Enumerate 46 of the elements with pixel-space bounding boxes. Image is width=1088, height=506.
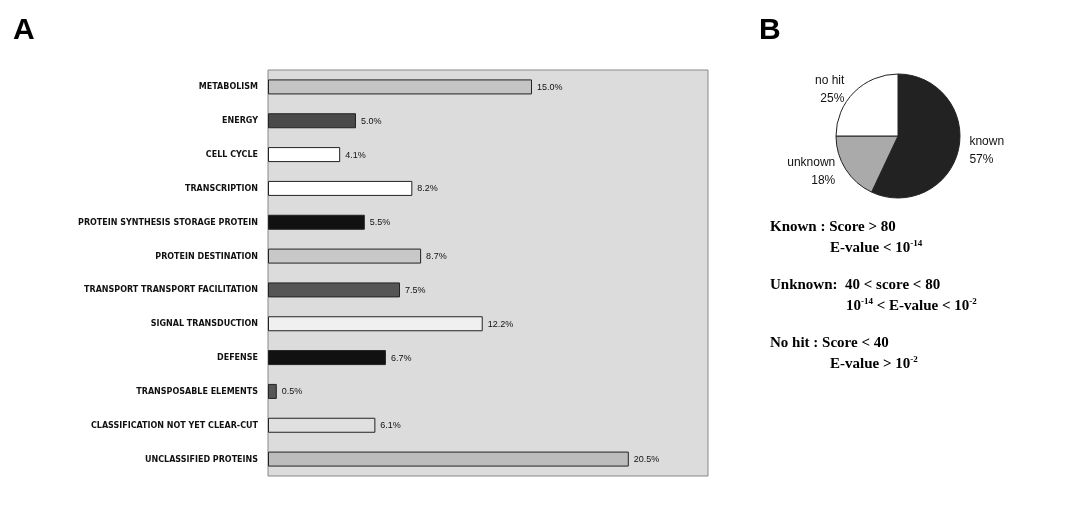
data-label: 57% bbox=[969, 152, 994, 167]
data-label: 8.2% bbox=[417, 183, 438, 194]
bar bbox=[268, 383, 277, 399]
text: No hit : Score < 40 bbox=[770, 333, 889, 350]
data-label: 18% bbox=[811, 173, 836, 188]
y-tick-label: CELL CYCLE bbox=[205, 150, 258, 160]
bar bbox=[268, 214, 365, 230]
chart-title: B bbox=[759, 11, 781, 45]
y-tick-label: UNCLASSIFIED PROTEINS bbox=[144, 454, 259, 464]
data-label: 12.2% bbox=[487, 318, 514, 329]
bar bbox=[268, 316, 483, 332]
data-label: 6.7% bbox=[390, 352, 412, 363]
data-label: 15.0% bbox=[537, 81, 563, 92]
y-tick-label: TRANSPOSABLE ELEMENTS bbox=[136, 386, 259, 396]
text: Known : Score > 80 bbox=[770, 217, 896, 234]
bar bbox=[268, 79, 532, 95]
slice-label: unknown bbox=[787, 155, 836, 170]
slice-label: no hit bbox=[814, 73, 845, 88]
y-tick-label: METABOLISM bbox=[198, 82, 259, 92]
y-tick-label: TRANSCRIPTION bbox=[184, 183, 258, 193]
data-label: 20.5% bbox=[633, 454, 660, 465]
y-tick-label: DEFENSE bbox=[217, 353, 258, 363]
y-tick-label: ENERGY bbox=[222, 116, 259, 126]
bar bbox=[268, 180, 413, 196]
bar bbox=[268, 248, 422, 264]
bar bbox=[268, 350, 386, 366]
bar bbox=[268, 282, 400, 298]
y-tick-label: TRANSPORT TRANSPORT FACILITATION bbox=[84, 285, 258, 295]
data-label: 7.5% bbox=[405, 284, 426, 295]
text: Unknown: 40 < score < 80 bbox=[770, 275, 941, 292]
bar bbox=[268, 451, 629, 467]
data-label: 6.1% bbox=[380, 420, 401, 431]
y-tick-label: PROTEIN DESTINATION bbox=[155, 251, 258, 261]
y-tick-label: PROTEIN SYNTHESIS STORAGE PROTEIN bbox=[78, 217, 258, 227]
text: A bbox=[13, 11, 35, 45]
data-label: 4.1% bbox=[345, 149, 366, 160]
y-tick-label: SIGNAL TRANSDUCTION bbox=[150, 319, 258, 329]
slice-label: known bbox=[969, 134, 1005, 149]
data-label: 5.0% bbox=[361, 115, 382, 126]
bar bbox=[268, 113, 356, 129]
data-label: 5.5% bbox=[369, 217, 391, 228]
bar bbox=[268, 147, 341, 163]
data-label: 8.7% bbox=[426, 251, 447, 262]
y-tick-label: CLASSIFICATION NOT YET CLEAR-CUT bbox=[90, 420, 259, 430]
data-label: 25% bbox=[820, 91, 845, 106]
data-label: 0.5% bbox=[281, 386, 303, 397]
